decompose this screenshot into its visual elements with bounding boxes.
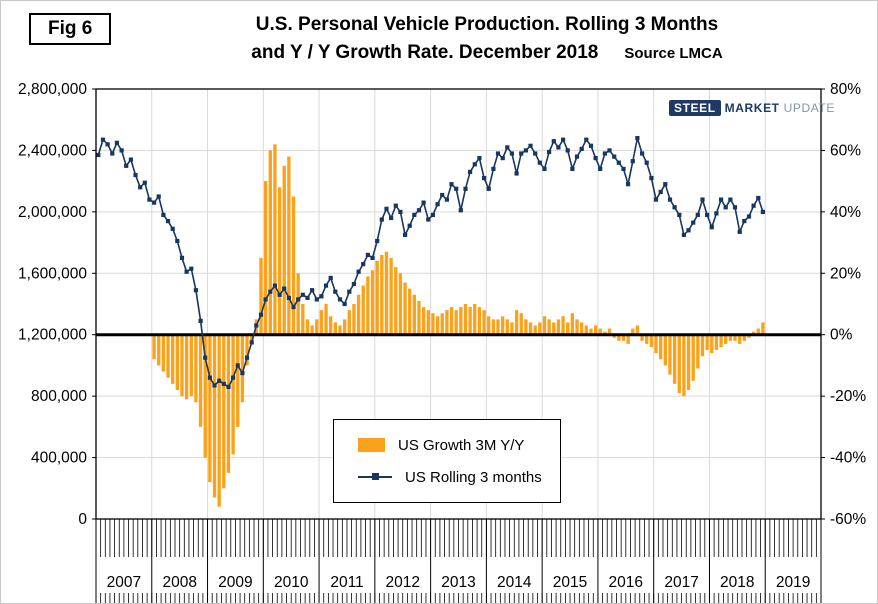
svg-text:2012: 2012 [385, 574, 419, 591]
title-line-1: U.S. Personal Vehicle Production. Rollin… [255, 14, 719, 35]
legend-line-label: US Rolling 3 months [405, 468, 542, 486]
svg-text:2,800,000: 2,800,000 [18, 81, 87, 98]
bars-series [152, 144, 765, 507]
svg-text:800,000: 800,000 [31, 388, 87, 405]
svg-text:2013: 2013 [441, 574, 475, 591]
legend-bar-label: US Growth 3M Y/Y [398, 436, 525, 454]
svg-text:2018: 2018 [720, 574, 754, 591]
svg-text:-40%: -40% [830, 450, 866, 467]
right-axis-labels: -60% -40% -20% 0% 20% 40% 60% 80% [821, 81, 866, 528]
legend-item-growth: US Growth 3M Y/Y [358, 437, 560, 454]
logo-market-word: MARKET [724, 101, 780, 115]
figure-number-label: Fig 6 [48, 18, 93, 39]
svg-text:2015: 2015 [553, 574, 587, 591]
figure-number-box: Fig 6 [29, 13, 112, 45]
legend-item-rolling: US Rolling 3 months [358, 469, 560, 486]
svg-text:2017: 2017 [664, 574, 698, 591]
svg-text:1,200,000: 1,200,000 [18, 327, 87, 344]
year-labels: 2007 2008 2009 2010 2011 2012 2013 2014 2015 2016… [107, 574, 811, 591]
svg-text:2008: 2008 [162, 574, 196, 591]
title-line-2: and Y / Y Growth Rate. December 2018 [251, 42, 599, 63]
svg-text:2019: 2019 [776, 574, 810, 591]
svg-text:2007: 2007 [107, 574, 141, 591]
legend-line-swatch-icon [358, 473, 392, 480]
svg-text:2,000,000: 2,000,000 [18, 204, 87, 221]
svg-text:60%: 60% [830, 142, 861, 159]
svg-text:1,600,000: 1,600,000 [18, 265, 87, 282]
svg-text:0%: 0% [830, 327, 853, 344]
logo-update-word: UPDATE [783, 101, 835, 115]
svg-text:2009: 2009 [218, 574, 252, 591]
svg-text:2014: 2014 [497, 574, 532, 591]
line-series [96, 136, 765, 389]
svg-text:2011: 2011 [330, 574, 363, 591]
svg-text:-20%: -20% [830, 388, 866, 405]
svg-text:400,000: 400,000 [31, 450, 87, 467]
svg-text:-60%: -60% [830, 511, 866, 528]
svg-text:2016: 2016 [609, 574, 643, 591]
source-label: Source LMCA [624, 45, 723, 62]
svg-text:2010: 2010 [274, 574, 309, 591]
legend-bar-swatch-icon [358, 438, 385, 452]
svg-text:80%: 80% [830, 81, 861, 98]
left-axis-labels: 0 400,000 800,000 1,200,000 1,600,000 2,000,0… [18, 81, 96, 528]
month-ticks [95, 519, 822, 603]
svg-text:20%: 20% [830, 265, 861, 282]
svg-text:40%: 40% [830, 204, 861, 221]
steel-market-update-logo: STEEL MARKET UPDATE [669, 100, 835, 116]
svg-text:2,400,000: 2,400,000 [18, 142, 87, 159]
svg-text:0: 0 [78, 511, 87, 528]
logo-steel-word: STEEL [669, 100, 721, 116]
chart-title-block: U.S. Personal Vehicle Production. Rollin… [121, 11, 853, 68]
chart-legend: US Growth 3M Y/Y US Rolling 3 months [333, 419, 561, 503]
